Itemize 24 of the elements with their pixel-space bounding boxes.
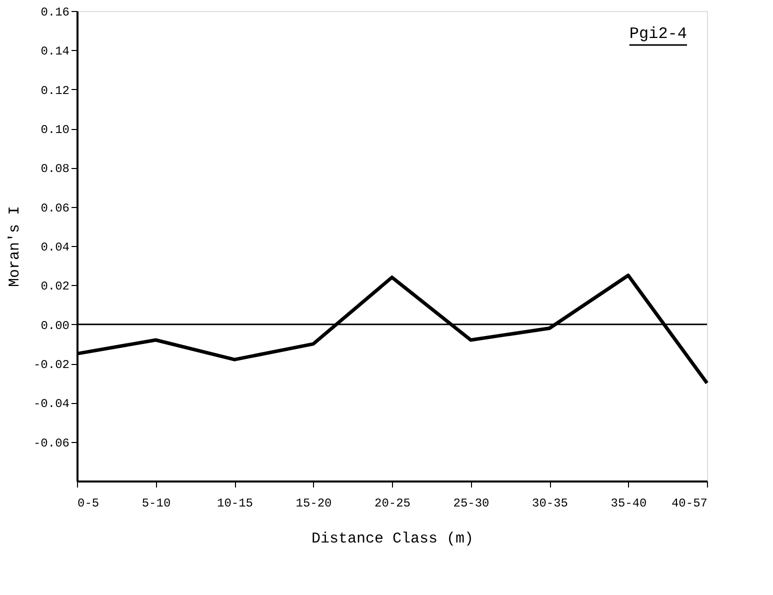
x-tick-label: 5-10: [142, 496, 171, 510]
x-axis-title: Distance Class (m): [311, 530, 474, 548]
x-tick-label: 10-15: [216, 496, 254, 510]
x-tick-label: 35-40: [610, 496, 647, 510]
y-tick-label: 0.16: [40, 6, 70, 20]
y-tick-label: 0.04: [40, 240, 70, 254]
y-tick-label: 0.12: [40, 84, 70, 98]
annotation: Pgi2-4: [629, 25, 687, 43]
x-tick-label: 15-20: [296, 496, 332, 510]
x-tick-label: 20-25: [374, 496, 411, 510]
y-tick-label: -0.04: [33, 397, 70, 412]
y-tick-label: 0.10: [40, 123, 70, 137]
x-tick-label: 25-30: [453, 496, 490, 510]
y-tick-label: 0.14: [40, 44, 70, 59]
y-tick-label: -0.06: [33, 436, 70, 450]
x-tick-label: 0-5: [78, 496, 100, 510]
x-tick-label: 30-35: [532, 496, 568, 510]
x-tick-label: 40-57: [671, 496, 708, 510]
y-tick-label: -0.02: [33, 358, 70, 372]
y-axis-title: Moran's I: [6, 206, 24, 288]
y-tick-label: 0.08: [40, 162, 70, 176]
y-tick-label: 0.00: [40, 318, 70, 333]
y-tick-label: 0.06: [40, 201, 70, 216]
y-tick-label: 0.02: [40, 280, 70, 294]
